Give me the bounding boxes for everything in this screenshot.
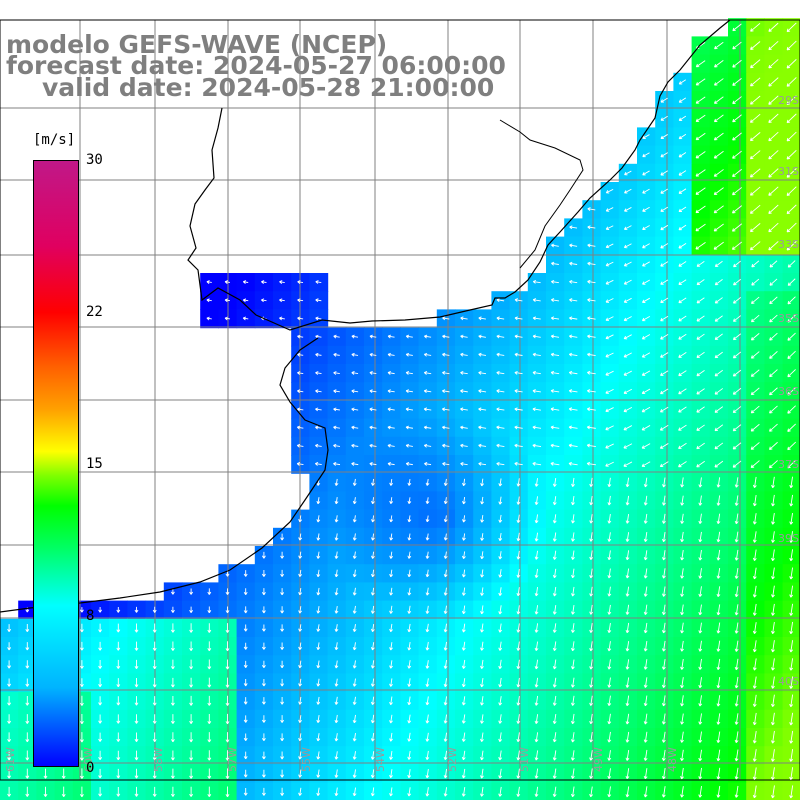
lon-label: 60W <box>82 747 95 772</box>
lon-label: 52W <box>446 747 459 772</box>
lat-label: 29S <box>778 94 799 107</box>
lat-label: 39S <box>778 532 799 545</box>
colorbar-tick-30: 30 <box>86 152 103 168</box>
lat-label: 36S <box>778 385 799 398</box>
lon-label: 58W <box>152 747 165 772</box>
forecast-date: forecast date: 2024-05-27 06:00:00 <box>6 51 506 80</box>
valid-date: valid date: 2024-05-28 21:00:00 <box>42 73 495 102</box>
lat-label: 35S <box>778 312 799 325</box>
lon-label: 54W <box>374 747 387 772</box>
colorbar-tick-8: 8 <box>86 608 95 624</box>
lon-label: 61W <box>4 747 17 772</box>
lon-label: 48W <box>666 747 679 772</box>
colorbar-tick-15: 15 <box>86 456 103 472</box>
lat-label: 31S <box>778 165 799 178</box>
wind-speed-field <box>0 18 800 800</box>
colorbar-units: [m/s] <box>33 132 76 148</box>
colorbar <box>33 160 79 767</box>
lat-label: 33S <box>778 238 799 251</box>
lon-label: 49W <box>592 747 605 772</box>
coastline <box>187 19 731 331</box>
model-title: modelo GEFS-WAVE (NCEP) <box>6 30 388 59</box>
lat-label: 37S <box>778 458 799 471</box>
lat-label: 40S <box>778 675 799 688</box>
colorbar-tick-0: 0 <box>86 760 95 776</box>
lat-lon-grid <box>0 19 800 781</box>
lon-label: 55W <box>300 747 313 772</box>
wind-vector-arrows <box>7 22 797 799</box>
colorbar-tick-22: 22 <box>86 304 103 320</box>
lon-label: 57W <box>226 747 239 772</box>
coastline-inland <box>499 119 584 269</box>
coastline-south <box>0 337 329 613</box>
grid-labels: 29S 31S 33S 35S 36S 37S 39S 40S 61W 60W 58W 57W 55W 5… <box>4 94 799 772</box>
lon-label: 51W <box>518 747 531 772</box>
